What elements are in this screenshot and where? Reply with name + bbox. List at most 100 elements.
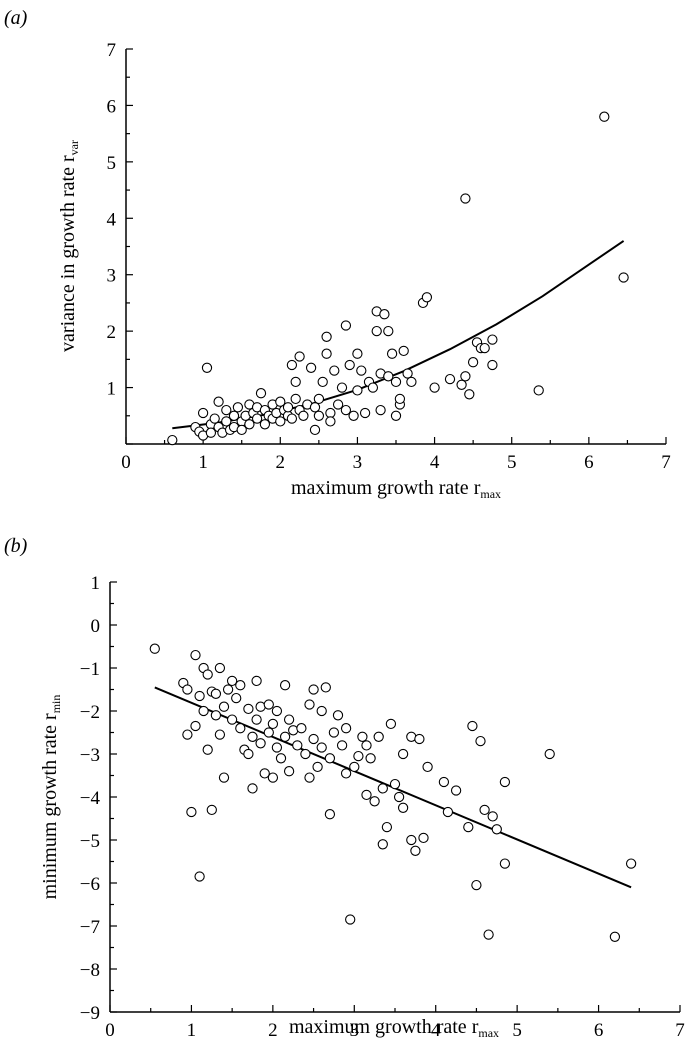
y-tick-label: 6 [107,96,117,117]
data-point [213,396,224,407]
data-point [251,413,263,424]
data-point [226,675,238,687]
data-point [167,434,178,446]
data-point [353,750,364,762]
data-point [271,705,283,717]
panel-b-y-axis-label: minimum growth rate rmin [39,695,63,900]
data-point [194,871,205,882]
y-tick-label: −6 [80,874,100,895]
data-point [383,325,394,337]
data-point [228,410,240,421]
data-point [214,662,226,674]
data-point [325,407,336,419]
panel-b-x-axis-label: maximum growth rate rmax [289,1016,499,1038]
data-point [377,839,388,850]
data-point [263,699,274,710]
data-point [359,407,371,419]
y-tick-label: 1 [91,573,101,594]
data-point [379,309,390,320]
x-tick-label: 5 [512,1020,522,1038]
data-point [442,806,454,818]
data-point [251,714,262,725]
panel-b-y-ticks [110,581,117,1013]
panel-a-points [167,111,629,446]
x-tick-label: 0 [121,452,131,473]
data-point [499,776,511,788]
x-tick-label: 1 [187,1020,197,1038]
data-point [398,345,409,357]
data-point [349,761,360,773]
data-point [309,402,321,413]
data-point [373,731,384,742]
y-tick-label: −8 [80,960,100,981]
data-point [390,376,402,388]
data-point [340,768,352,779]
panel-b: (b) 0 1 2 3 4 5 6 7 −9 −8 −7 −6 −5 −4 −3 −2 −1 0 1 maximu… [4,535,685,1038]
data-point [304,772,315,783]
data-point [198,705,209,717]
y-tick-label: −7 [80,917,100,938]
data-point [286,413,298,424]
data-point [487,811,498,822]
panel-b-y-tick-labels: −9 −8 −7 −6 −5 −4 −3 −2 −1 0 1 [80,573,101,1024]
data-point [221,404,232,416]
data-point [450,785,462,796]
data-point [386,348,398,359]
x-tick-label: 3 [353,452,363,473]
data-point [279,680,291,691]
panel-a-x-tick-labels: 0 1 2 3 4 5 6 7 [121,452,671,473]
data-point [325,416,336,427]
data-point [316,742,327,753]
data-point [308,733,319,745]
data-point [218,701,230,712]
data-point [479,342,490,354]
data-point [294,351,305,362]
data-point [475,735,486,747]
x-tick-label: 6 [594,1020,604,1038]
x-tick-label: 3 [350,1020,360,1038]
data-point [394,393,406,405]
data-point [298,410,309,421]
data-point [305,362,317,373]
data-point [290,376,301,388]
data-point [210,688,222,699]
data-point [235,680,246,691]
data-point [149,643,160,654]
x-tick-label: 0 [105,1020,115,1038]
data-point [467,720,478,732]
data-point [243,703,254,715]
data-point [418,832,429,844]
data-point [304,699,315,710]
y-tick-label: −2 [80,702,100,723]
data-point [367,382,379,393]
data-point [336,740,348,751]
data-point [406,376,417,388]
y-tick-label: −4 [80,788,101,809]
data-point [499,858,511,869]
data-point [255,388,267,399]
data-point [377,783,388,794]
data-point [390,410,402,421]
data-point [202,744,213,755]
x-tick-label: 6 [584,452,594,473]
data-point [309,424,321,436]
data-point [312,761,323,773]
data-point [344,359,355,371]
data-point [599,111,610,122]
data-point [332,399,344,410]
data-point [483,929,494,940]
panel-a-x-axis-label: maximum growth rate rmax [291,477,501,501]
data-point [243,748,254,760]
data-point [491,824,502,835]
panel-b-x-tick-labels: 0 1 2 3 4 5 6 7 [105,1020,685,1038]
x-tick-label: 7 [675,1020,685,1038]
data-point [340,320,352,331]
panel-a-label: (a) [4,7,28,29]
data-point [389,778,401,790]
data-point [202,669,213,680]
x-tick-label: 2 [276,452,286,473]
data-point [236,424,247,436]
data-point [487,359,498,371]
data-point [332,710,344,721]
